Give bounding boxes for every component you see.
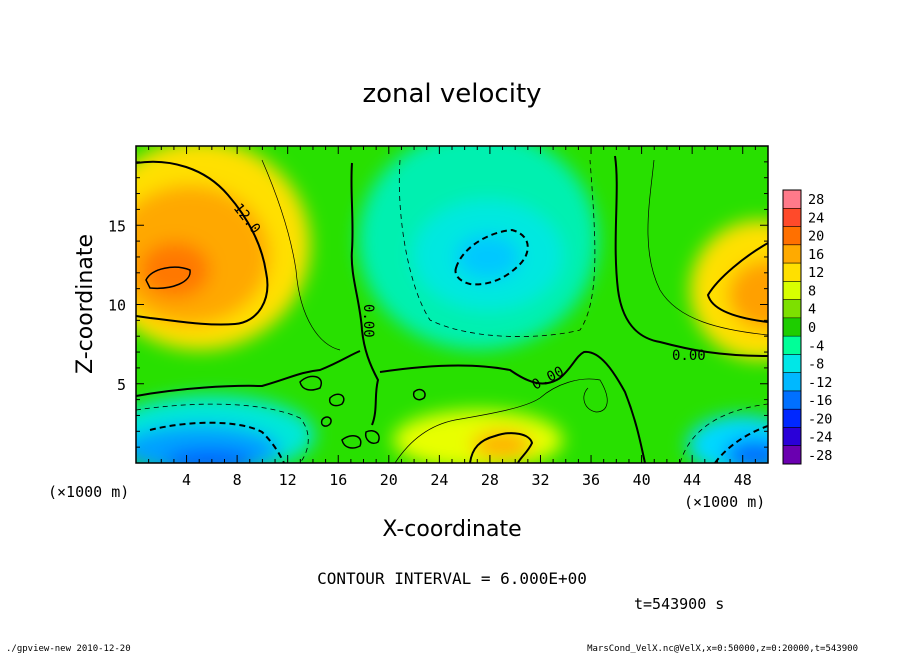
x-tick-label-2: 12 — [279, 471, 297, 489]
contour-thin-center — [394, 378, 608, 463]
contour-label-0-vertical: 0.00 — [360, 304, 376, 338]
x-tick-label-4: 20 — [380, 471, 398, 489]
colorbar-label-5: 8 — [808, 283, 816, 299]
x-tick-label-9: 40 — [633, 471, 651, 489]
field-blue-southwest — [136, 425, 280, 463]
chart-title: zonal velocity — [362, 79, 541, 109]
x-unit-right: (×1000 m) — [684, 493, 765, 511]
colorbar-swatch-4 — [783, 263, 801, 282]
colorbar-label-12: -20 — [808, 411, 832, 427]
colorbar-swatch-6 — [783, 299, 801, 319]
colorbar — [783, 190, 801, 465]
contour-solid-south-blob — [469, 432, 534, 463]
contour-thin-east — [647, 159, 768, 336]
contour-solid-zero-east — [614, 155, 768, 357]
contour-solid-west-lower — [136, 350, 361, 397]
contour-noise-5 — [341, 435, 362, 449]
contour-dashed-southeast — [714, 425, 768, 463]
field-blue-core — [456, 235, 520, 279]
field-darkblue-southwest — [165, 450, 255, 463]
colorbar-label-14: -28 — [808, 448, 832, 464]
footer-left: ./gpview-new 2010-12-20 — [6, 644, 131, 654]
contour-dashed-southeast-thin — [679, 403, 768, 463]
contour-dashed-center-core — [454, 228, 529, 286]
colorbar-label-2: 20 — [808, 229, 824, 245]
y-axis-label: Z-coordinate — [73, 234, 98, 374]
contour-noise-3 — [320, 416, 332, 427]
x-tick-label-11: 48 — [734, 471, 752, 489]
colorbar-label-10: -12 — [808, 375, 832, 391]
colorbar-labels: 28 24 20 16 12 8 4 0 -4 -8 -12 -16 -20 -24 -28 — [808, 192, 832, 464]
x-tick-label-1: 8 — [233, 471, 242, 489]
y-tick-label-0: 5 — [117, 376, 126, 394]
x-tick-labels: 4 8 12 16 20 24 28 32 36 40 44 48 — [182, 471, 752, 489]
colorbar-label-13: -24 — [808, 430, 832, 446]
contour-solid-east-upper — [706, 242, 768, 323]
colorbar-swatch-0 — [783, 190, 801, 209]
colorbar-swatch-1 — [783, 208, 801, 228]
y-tick-label-1: 10 — [108, 297, 126, 315]
colorbar-label-7: 0 — [808, 320, 816, 336]
colorbar-swatch-3 — [783, 244, 801, 264]
contour-solid-west-inner — [145, 266, 191, 290]
field-orange-east — [728, 260, 768, 330]
colorbar-swatch-9 — [783, 354, 801, 374]
contour-noise-4 — [412, 388, 426, 401]
contour-noise-2 — [328, 393, 345, 407]
contour-label-0-east: 0.00 — [672, 348, 706, 364]
contour-interval-text: CONTOUR INTERVAL = 6.000E+00 — [317, 569, 587, 588]
contour-dashed-southwest — [149, 421, 285, 463]
x-unit-left: (×1000 m) — [48, 483, 129, 501]
colorbar-swatch-7 — [783, 317, 801, 337]
colorbar-frame — [782, 189, 802, 465]
contour-dashed-center-outer — [398, 159, 596, 337]
colorbar-swatch-8 — [783, 336, 801, 355]
axis-ticks — [136, 146, 768, 463]
colorbar-label-8: -4 — [808, 338, 824, 354]
colorbar-swatch-14 — [783, 445, 801, 465]
colorbar-label-11: -16 — [808, 393, 832, 409]
colorbar-label-0: 28 — [808, 192, 824, 208]
contour-solid-zero-lower — [379, 350, 646, 463]
plot-area: 12.0 0.00 0.00 0.00 — [136, 146, 768, 463]
colorbar-swatch-11 — [783, 390, 801, 410]
y-tick-label-2: 15 — [108, 217, 126, 235]
x-axis-label: X-coordinate — [382, 517, 521, 542]
x-tick-label-8: 36 — [582, 471, 600, 489]
contour-solid-zero-center — [350, 162, 380, 426]
colorbar-label-4: 12 — [808, 265, 824, 281]
x-tick-label-5: 24 — [430, 471, 448, 489]
contour-lines — [136, 155, 768, 463]
colorbar-label-3: 16 — [808, 247, 824, 263]
colorbar-swatch-12 — [783, 409, 801, 428]
colorbar-label-1: 24 — [808, 210, 824, 226]
colorbar-label-9: -8 — [808, 357, 824, 373]
contour-solid-west-upper — [136, 160, 269, 326]
time-text: t=543900 s — [634, 595, 724, 613]
x-tick-label-10: 44 — [683, 471, 701, 489]
x-tick-label-6: 28 — [481, 471, 499, 489]
contour-thin-west — [261, 159, 341, 351]
field-blue-southeast — [725, 439, 768, 463]
contour-noise-1 — [299, 375, 323, 391]
colorbar-label-6: 4 — [808, 302, 816, 318]
colorbar-swatch-2 — [783, 226, 801, 246]
x-tick-label-7: 32 — [531, 471, 549, 489]
x-tick-label-0: 4 — [182, 471, 191, 489]
field-red-west — [140, 242, 210, 298]
y-tick-labels: 5 10 15 — [108, 217, 126, 394]
contour-noise-6 — [364, 430, 380, 444]
colorbar-swatch-10 — [783, 372, 801, 392]
footer-right: MarsCond_VelX.nc@VelX,x=0:50000,z=0:2000… — [587, 644, 858, 654]
colorbar-swatch-5 — [783, 281, 801, 301]
colorbar-swatch-13 — [783, 427, 801, 447]
x-tick-label-3: 16 — [329, 471, 347, 489]
